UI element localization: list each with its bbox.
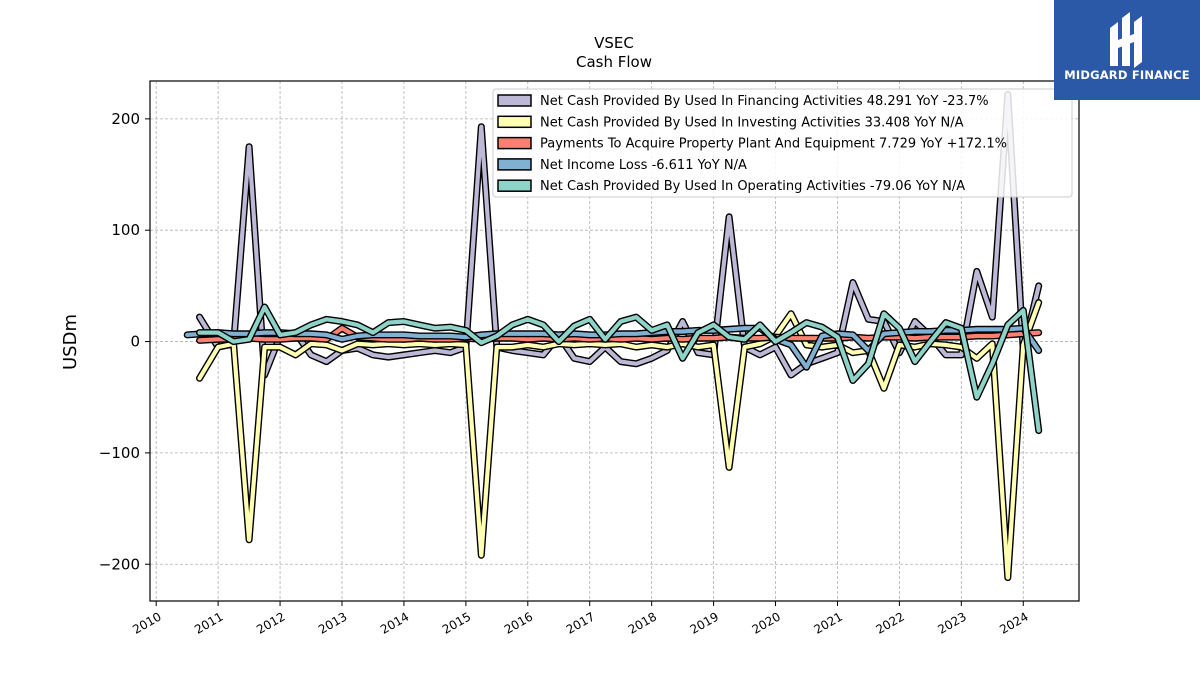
logo-text: MIDGARD FINANCE bbox=[1064, 68, 1190, 82]
x-tick-label: 2013 bbox=[316, 609, 349, 636]
x-tick-label: 2014 bbox=[378, 609, 411, 636]
legend-label-1: Net Cash Provided By Used In Investing A… bbox=[540, 115, 964, 130]
series-lines bbox=[183, 90, 1043, 582]
x-tick-label: 2021 bbox=[812, 609, 845, 636]
series-line-4 bbox=[197, 304, 1041, 433]
midgard-finance-logo: MIDGARD FINANCE bbox=[1054, 0, 1200, 100]
legend-swatch-0 bbox=[497, 94, 532, 107]
x-tick-label: 2016 bbox=[502, 609, 535, 636]
x-tick-label: 2020 bbox=[750, 609, 783, 636]
legend-swatch-2 bbox=[497, 136, 532, 150]
y-tick-label: −200 bbox=[99, 555, 140, 573]
legend-label-4: Net Cash Provided By Used In Operating A… bbox=[540, 179, 965, 194]
x-tick-label: 2011 bbox=[192, 609, 225, 636]
series-line-1 bbox=[197, 300, 1041, 580]
x-tick-label: 2010 bbox=[130, 609, 163, 636]
midgard-logo-icon bbox=[1110, 12, 1142, 68]
legend-label-2: Payments To Acquire Property Plant And E… bbox=[540, 137, 1007, 152]
chart-title: VSEC bbox=[594, 34, 634, 52]
y-axis: 200 100 0 −100 −200 bbox=[99, 110, 150, 573]
series-line-2 bbox=[197, 326, 1041, 343]
x-tick-label: 2023 bbox=[935, 609, 968, 636]
legend-swatch-3 bbox=[497, 158, 532, 171]
y-tick-label: 0 bbox=[130, 333, 140, 351]
x-tick-label: 2019 bbox=[688, 609, 721, 636]
legend-box bbox=[492, 88, 1073, 198]
x-tick-label: 2015 bbox=[440, 609, 473, 636]
x-tick-label: 2024 bbox=[997, 609, 1030, 636]
legend-label-0: Net Cash Provided By Used In Financing A… bbox=[540, 94, 989, 109]
x-tick-label: 2017 bbox=[564, 609, 597, 636]
y-tick-label: 100 bbox=[111, 221, 140, 239]
chart-subtitle: Cash Flow bbox=[576, 53, 652, 71]
y-axis-label: USDm bbox=[60, 314, 81, 370]
x-tick-label: 2022 bbox=[873, 609, 906, 636]
legend-label-3: Net Income Loss -6.611 YoY N/A bbox=[540, 158, 747, 173]
legend-swatch-1 bbox=[497, 115, 532, 129]
x-axis: 2010 2011 2012 2013 2014 2015 2016 2017 2018 2019… bbox=[130, 601, 1031, 637]
legend: Net Cash Provided By Used In Financing A… bbox=[492, 88, 1073, 198]
plot-frame bbox=[149, 80, 1080, 602]
y-tick-label: 200 bbox=[111, 110, 140, 128]
x-tick-label: 2012 bbox=[254, 609, 287, 636]
y-tick-label: −100 bbox=[99, 444, 140, 462]
legend-swatch-4 bbox=[497, 179, 532, 192]
x-tick-label: 2018 bbox=[626, 609, 659, 636]
